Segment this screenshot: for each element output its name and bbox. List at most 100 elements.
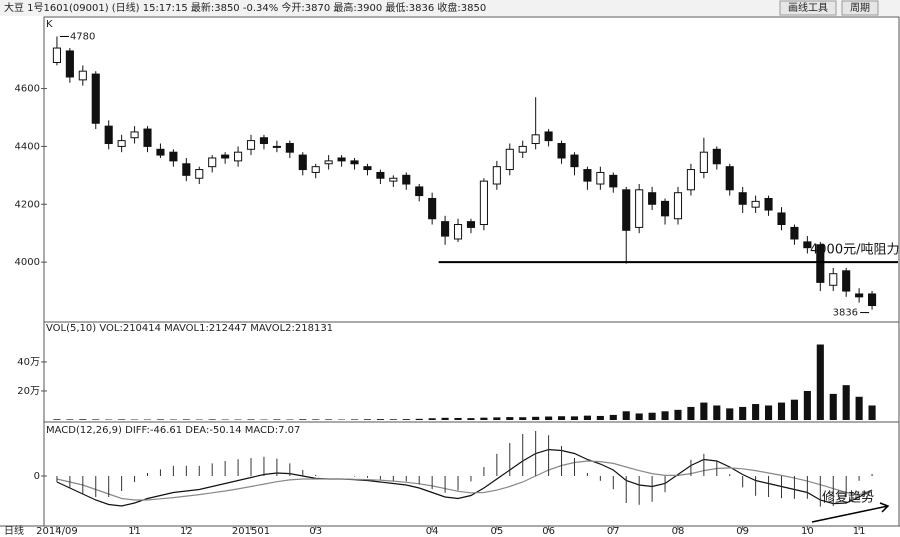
candle-body xyxy=(544,131,553,142)
volume-bar xyxy=(182,419,190,420)
candle-body xyxy=(609,174,618,188)
x-tick-label: 07 xyxy=(607,526,620,537)
volume-bar xyxy=(156,419,165,420)
candle-body xyxy=(389,177,398,182)
candle-body xyxy=(78,70,87,81)
x-tick-label: 09 xyxy=(736,526,749,537)
x-tick-label: 11 xyxy=(853,526,866,537)
volume-bar xyxy=(363,419,372,420)
x-tick-label: 06 xyxy=(542,526,555,537)
volume-bar xyxy=(726,408,734,420)
volume-bar xyxy=(700,402,708,420)
candle-body xyxy=(52,47,61,64)
candle-body xyxy=(285,143,294,153)
panel-title: MACD(12,26,9) DIFF:-46.61 DEA:-50.14 MAC… xyxy=(46,425,300,436)
volume-bar xyxy=(803,390,811,420)
candle-body xyxy=(221,154,230,159)
candle-body xyxy=(492,166,501,185)
x-tick-label: 201501 xyxy=(232,526,270,537)
x-axis-label: 日线 xyxy=(4,524,24,537)
candle-body xyxy=(751,200,760,208)
candle-body xyxy=(583,169,592,182)
y-tick-label: 4600 xyxy=(15,84,40,95)
period-button[interactable] xyxy=(841,0,879,16)
volume-bar xyxy=(829,393,837,420)
candle-body xyxy=(829,273,838,286)
candle-body xyxy=(143,128,152,147)
candle-body xyxy=(91,73,100,124)
candle-body xyxy=(441,221,450,237)
volume-bar xyxy=(325,419,333,420)
candle-body xyxy=(764,197,773,211)
y-tick-label: 20万 xyxy=(17,386,40,397)
volume-bar xyxy=(674,409,682,420)
volume-bar xyxy=(415,418,423,420)
volume-bar xyxy=(118,419,126,420)
volume-bar xyxy=(635,413,643,420)
volume-bar xyxy=(467,418,475,420)
volume-bar xyxy=(596,415,604,420)
volume-bar xyxy=(687,406,695,420)
candle-body xyxy=(699,151,708,173)
volume-bar xyxy=(545,416,553,420)
candle-body xyxy=(635,189,644,228)
candle-body xyxy=(557,143,566,159)
draw-tool-label[interactable]: 画线工具 xyxy=(788,1,828,14)
candle-body xyxy=(648,192,657,205)
header-info: 大豆 1号1601(09001) (日线) 15:17:15 最新:3850 -… xyxy=(4,1,486,14)
candle-body xyxy=(337,157,346,162)
candle-body xyxy=(855,293,864,298)
candle-body xyxy=(195,169,204,179)
volume-bar xyxy=(428,418,436,420)
candle-body xyxy=(208,157,217,168)
y-tick-label: 4400 xyxy=(15,141,40,152)
volume-bar xyxy=(454,417,462,420)
volume-bar xyxy=(79,419,87,420)
series-name: K xyxy=(46,19,53,30)
volume-bar xyxy=(868,405,876,420)
draw-tool-button[interactable] xyxy=(779,0,837,16)
x-tick-label: 08 xyxy=(672,526,685,537)
candle-body xyxy=(466,221,476,228)
x-tick-label: 2014/09 xyxy=(36,526,78,537)
resistance-label: 4000元/吨阻力 xyxy=(810,243,899,258)
volume-bar xyxy=(493,417,501,420)
volume-bar xyxy=(389,419,397,420)
volume-bar xyxy=(739,406,747,420)
x-tick-label: 04 xyxy=(426,526,439,537)
panel-title: VOL(5,10) VOL:210414 MAVOL1:212447 MAVOL… xyxy=(46,323,333,334)
candle-body xyxy=(453,224,463,240)
volume-bar xyxy=(661,411,669,420)
volume-bar xyxy=(557,416,566,420)
volume-bar xyxy=(350,419,359,420)
volume-bar xyxy=(764,405,773,420)
period-label[interactable]: 周期 xyxy=(850,2,870,14)
y-tick-label: 0 xyxy=(34,471,40,482)
volume-bar xyxy=(208,419,216,420)
candle-body xyxy=(363,166,372,171)
candle-body xyxy=(570,154,579,168)
volume-bar xyxy=(842,385,850,420)
candle-body xyxy=(803,241,812,249)
candle-body xyxy=(777,212,786,226)
x-tick-label: 10 xyxy=(801,526,814,537)
candle-body xyxy=(816,244,825,283)
volume-bar xyxy=(519,417,527,420)
low-label: 3836 xyxy=(833,308,858,319)
volume-bar xyxy=(480,417,488,420)
candle-body xyxy=(596,171,605,185)
volume-bar xyxy=(648,412,656,420)
candle-body xyxy=(324,160,333,165)
volume-bar xyxy=(532,416,540,420)
y-tick-label: 4200 xyxy=(15,199,40,210)
volume-bar xyxy=(441,417,449,420)
candle-body xyxy=(272,145,281,148)
candle-body xyxy=(868,293,877,307)
candle-body xyxy=(130,131,139,139)
volume-bar xyxy=(376,419,384,420)
volume-bar xyxy=(583,415,591,420)
candle-body xyxy=(402,174,411,185)
candle-body xyxy=(790,226,799,240)
